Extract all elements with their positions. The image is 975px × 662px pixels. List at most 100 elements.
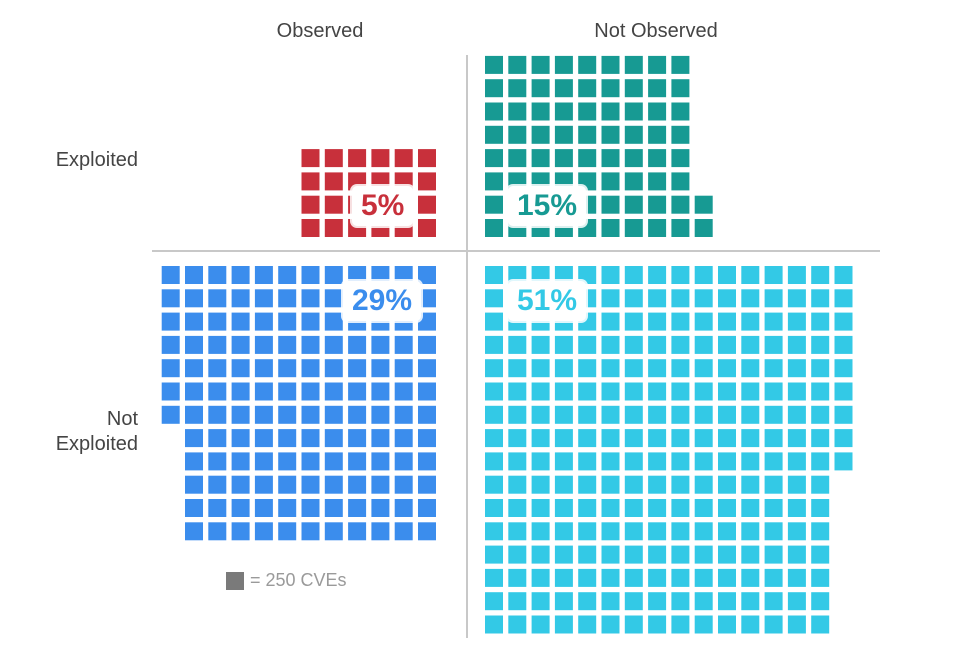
waffle-square-not-exploited-not-observed (531, 359, 550, 378)
waffle-square-not-exploited-not-observed (624, 289, 643, 308)
waffle-square-not-exploited-not-observed (485, 522, 503, 541)
waffle-square-not-exploited-not-observed (648, 568, 667, 587)
waffle-square-exploited-not-observed (601, 172, 620, 191)
waffle-square-exploited-not-observed (508, 125, 527, 144)
waffle-square-not-exploited-not-observed (811, 475, 830, 494)
waffle-square-not-exploited-not-observed (718, 335, 736, 354)
waffle-square-not-exploited-not-observed (671, 592, 690, 611)
waffle-square-not-exploited-not-observed (508, 359, 527, 378)
waffle-square-not-exploited-not-observed (694, 499, 713, 517)
waffle-square-not-exploited-not-observed (764, 475, 783, 494)
waffle-square-not-exploited-not-observed (485, 545, 503, 564)
waffle-square-not-exploited-observed (301, 405, 320, 424)
waffle-square-exploited-not-observed (578, 149, 597, 168)
waffle-square-not-exploited-observed (371, 499, 390, 517)
waffle-square-not-exploited-not-observed (764, 499, 783, 517)
waffle-square-not-exploited-observed (324, 452, 343, 471)
waffle-square-not-exploited-observed (324, 289, 343, 308)
waffle-square-not-exploited-not-observed (485, 592, 503, 611)
waffle-square-not-exploited-not-observed (718, 359, 736, 378)
waffle-square-not-exploited-observed (254, 289, 273, 308)
waffle-square-not-exploited-not-observed (601, 335, 620, 354)
waffle-square-exploited-observed (371, 172, 390, 191)
waffle-square-not-exploited-not-observed (485, 499, 503, 517)
waffle-square-exploited-observed (348, 172, 367, 191)
waffle-square-exploited-observed (418, 149, 436, 168)
waffle-square-not-exploited-not-observed (811, 266, 830, 284)
waffle-square-not-exploited-not-observed (671, 452, 690, 471)
waffle-square-not-exploited-observed (418, 312, 436, 331)
waffle-square-not-exploited-not-observed (787, 359, 806, 378)
waffle-square-not-exploited-observed (254, 522, 273, 541)
waffle-square-not-exploited-observed (161, 382, 180, 401)
waffle-square-not-exploited-observed (418, 382, 436, 401)
waffle-square-not-exploited-observed (324, 522, 343, 541)
waffle-square-exploited-not-observed (671, 125, 690, 144)
waffle-square-not-exploited-not-observed (531, 452, 550, 471)
waffle-square-not-exploited-not-observed (811, 359, 830, 378)
waffle-square-not-exploited-observed (254, 312, 273, 331)
waffle-square-not-exploited-not-observed (648, 592, 667, 611)
waffle-square-not-exploited-not-observed (718, 266, 736, 284)
waffle-square-not-exploited-not-observed (741, 359, 760, 378)
waffle-square-exploited-not-observed (694, 219, 713, 237)
waffle-square-not-exploited-not-observed (671, 382, 690, 401)
waffle-square-not-exploited-observed (231, 382, 250, 401)
waffle-square-not-exploited-observed (208, 429, 227, 448)
waffle-square-not-exploited-observed (231, 499, 250, 517)
waffle-square-not-exploited-not-observed (811, 335, 830, 354)
waffle-square-not-exploited-not-observed (834, 335, 853, 354)
waffle-square-exploited-not-observed (508, 55, 527, 74)
waffle-square-not-exploited-observed (348, 452, 367, 471)
waffle-square-not-exploited-observed (208, 266, 227, 284)
waffle-square-not-exploited-not-observed (554, 405, 573, 424)
waffle-square-not-exploited-not-observed (624, 359, 643, 378)
waffle-square-not-exploited-not-observed (578, 359, 597, 378)
waffle-square-exploited-not-observed (648, 55, 667, 74)
waffle-square-not-exploited-not-observed (787, 452, 806, 471)
waffle-square-not-exploited-not-observed (485, 429, 503, 448)
waffle-square-not-exploited-observed (324, 475, 343, 494)
waffle-square-not-exploited-not-observed (554, 382, 573, 401)
waffle-square-not-exploited-not-observed (554, 568, 573, 587)
row-label-not-exploited: Not Exploited (55, 408, 138, 455)
waffle-square-not-exploited-not-observed (787, 615, 806, 634)
waffle-square-not-exploited-not-observed (787, 592, 806, 611)
waffle-square-not-exploited-observed (348, 335, 367, 354)
waffle-square-not-exploited-observed (278, 499, 297, 517)
waffle-square-not-exploited-not-observed (764, 335, 783, 354)
waffle-square-exploited-observed (324, 149, 343, 168)
waffle-square-not-exploited-not-observed (811, 405, 830, 424)
waffle-square-not-exploited-observed (185, 359, 203, 378)
waffle-square-not-exploited-observed (231, 289, 250, 308)
waffle-square-exploited-observed (394, 149, 413, 168)
waffle-square-not-exploited-not-observed (718, 522, 736, 541)
waffle-square-not-exploited-observed (301, 382, 320, 401)
waffle-square-not-exploited-not-observed (671, 568, 690, 587)
waffle-square-not-exploited-not-observed (718, 475, 736, 494)
waffle-square-not-exploited-not-observed (624, 475, 643, 494)
legend-swatch (226, 571, 244, 590)
waffle-square-not-exploited-observed (185, 452, 203, 471)
waffle-square-not-exploited-not-observed (764, 429, 783, 448)
waffle-square-not-exploited-observed (185, 405, 203, 424)
waffle-square-not-exploited-not-observed (671, 405, 690, 424)
waffle-square-not-exploited-not-observed (694, 405, 713, 424)
waffle-square-not-exploited-observed (418, 475, 436, 494)
legend-text: = 250 CVEs (250, 570, 347, 590)
waffle-square-exploited-not-observed (601, 195, 620, 214)
waffle-square-not-exploited-observed (324, 359, 343, 378)
waffle-square-not-exploited-observed (254, 429, 273, 448)
waffle-square-not-exploited-observed (161, 405, 180, 424)
waffle-square-not-exploited-observed (278, 522, 297, 541)
waffle-square-not-exploited-not-observed (694, 335, 713, 354)
waffle-square-not-exploited-not-observed (648, 382, 667, 401)
waffle-square-not-exploited-not-observed (694, 592, 713, 611)
waffle-square-not-exploited-not-observed (601, 522, 620, 541)
waffle-square-exploited-not-observed (671, 79, 690, 98)
percent-label-exploited-not-observed: 15% (508, 186, 587, 226)
waffle-square-not-exploited-not-observed (718, 382, 736, 401)
waffle-square-exploited-not-observed (531, 102, 550, 121)
waffle-square-not-exploited-observed (208, 335, 227, 354)
waffle-square-exploited-not-observed (485, 102, 503, 121)
